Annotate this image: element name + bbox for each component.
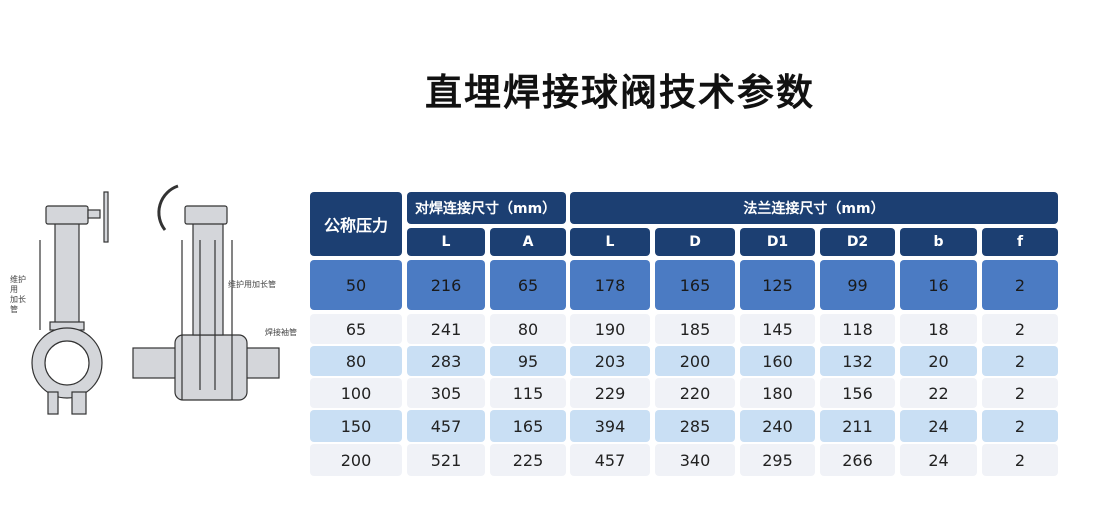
illustration-label-right-2: 焊接袖管 bbox=[265, 328, 297, 337]
table-cell: 240 bbox=[740, 410, 815, 442]
table-cell: 457 bbox=[570, 444, 650, 476]
table-cell: 165 bbox=[490, 410, 566, 442]
table-cell: 203 bbox=[570, 346, 650, 376]
subheader-d2-5: D2 bbox=[820, 228, 895, 256]
table-cell: 211 bbox=[820, 410, 895, 442]
table-cell: 165 bbox=[655, 260, 735, 310]
subheader-l-2: L bbox=[570, 228, 650, 256]
subheader-d1-4: D1 bbox=[740, 228, 815, 256]
table-cell: 100 bbox=[310, 378, 402, 408]
table-cell: 65 bbox=[310, 314, 402, 344]
header-group-flange: 法兰连接尺寸（mm） bbox=[570, 192, 1058, 224]
table-cell: 125 bbox=[740, 260, 815, 310]
table-cell: 229 bbox=[570, 378, 650, 408]
table-cell: 16 bbox=[900, 260, 977, 310]
table-cell: 18 bbox=[900, 314, 977, 344]
table-cell: 156 bbox=[820, 378, 895, 408]
table-cell: 145 bbox=[740, 314, 815, 344]
table-cell: 160 bbox=[740, 346, 815, 376]
table-cell: 80 bbox=[490, 314, 566, 344]
subheader-b-6: b bbox=[900, 228, 977, 256]
table-cell: 305 bbox=[407, 378, 485, 408]
header-pressure: 公称压力 bbox=[310, 192, 402, 256]
table-cell: 24 bbox=[900, 410, 977, 442]
subheader-a-1: A bbox=[490, 228, 566, 256]
table-cell: 285 bbox=[655, 410, 735, 442]
table-cell: 99 bbox=[820, 260, 895, 310]
table-cell: 65 bbox=[490, 260, 566, 310]
table-cell: 132 bbox=[820, 346, 895, 376]
table-cell: 295 bbox=[740, 444, 815, 476]
table-cell: 118 bbox=[820, 314, 895, 344]
subheader-f-7: f bbox=[982, 228, 1058, 256]
table-cell: 225 bbox=[490, 444, 566, 476]
subheader-l-0: L bbox=[407, 228, 485, 256]
table-cell: 200 bbox=[310, 444, 402, 476]
table-cell: 180 bbox=[740, 378, 815, 408]
table-cell: 2 bbox=[982, 260, 1058, 310]
table-cell: 200 bbox=[655, 346, 735, 376]
page-title: 直埋焊接球阀技术参数 bbox=[425, 71, 815, 114]
table-cell: 241 bbox=[407, 314, 485, 344]
table-cell: 216 bbox=[407, 260, 485, 310]
table-cell: 2 bbox=[982, 378, 1058, 408]
table-cell: 340 bbox=[655, 444, 735, 476]
table-cell: 80 bbox=[310, 346, 402, 376]
table-cell: 521 bbox=[407, 444, 485, 476]
table-cell: 220 bbox=[655, 378, 735, 408]
table-cell: 283 bbox=[407, 346, 485, 376]
table-cell: 2 bbox=[982, 410, 1058, 442]
table-cell: 95 bbox=[490, 346, 566, 376]
table-cell: 185 bbox=[655, 314, 735, 344]
table-cell: 190 bbox=[570, 314, 650, 344]
table-cell: 2 bbox=[982, 314, 1058, 344]
table-cell: 20 bbox=[900, 346, 977, 376]
illustration-label-right-1: 维护用加长管 bbox=[228, 280, 276, 289]
table-cell: 115 bbox=[490, 378, 566, 408]
illustration-label-left: 维护用 加长管 bbox=[10, 275, 26, 314]
table-cell: 22 bbox=[900, 378, 977, 408]
table-cell: 150 bbox=[310, 410, 402, 442]
table-cell: 24 bbox=[900, 444, 977, 476]
table-cell: 178 bbox=[570, 260, 650, 310]
valve-illustration bbox=[31, 184, 280, 415]
header-group-weld: 对焊连接尺寸（mm） bbox=[407, 192, 566, 224]
table-cell: 2 bbox=[982, 444, 1058, 476]
table-cell: 2 bbox=[982, 346, 1058, 376]
table-cell: 394 bbox=[570, 410, 650, 442]
subheader-d-3: D bbox=[655, 228, 735, 256]
table-cell: 50 bbox=[310, 260, 402, 310]
table-cell: 457 bbox=[407, 410, 485, 442]
table-cell: 266 bbox=[820, 444, 895, 476]
